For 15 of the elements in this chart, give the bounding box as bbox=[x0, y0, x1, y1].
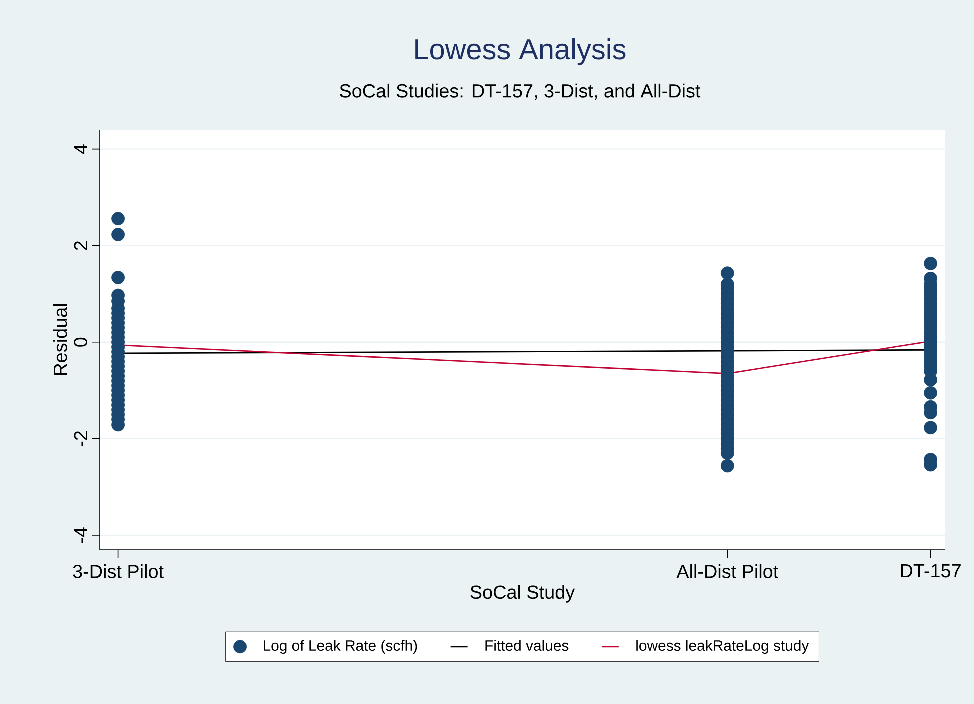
y-tick-label: -2 bbox=[74, 431, 88, 447]
chart-subtitle: SoCal Studies: DT-157, 3-Dist, and All-Dist bbox=[340, 84, 701, 100]
y-tick-label: -4 bbox=[74, 528, 88, 544]
chart-title: Lowess Analysis bbox=[416, 38, 626, 66]
x-tick-label: 3-Dist Pilot bbox=[73, 564, 164, 578]
legend-label: lowess leakRateLog study bbox=[636, 640, 810, 654]
y-tick-label: 4 bbox=[74, 144, 88, 154]
y-axis-title: Residual bbox=[53, 304, 68, 376]
x-axis-title: SoCal Study bbox=[470, 585, 576, 603]
y-tick-label: 0 bbox=[74, 338, 88, 347]
y-tick-label: 2 bbox=[74, 242, 88, 250]
legend-label: Log of Leak Rate (scfh) bbox=[264, 640, 418, 654]
x-tick-label: DT-157 bbox=[901, 564, 961, 578]
x-tick-label: All-Dist Pilot bbox=[676, 564, 779, 578]
legend-label: Fitted values bbox=[486, 640, 569, 652]
